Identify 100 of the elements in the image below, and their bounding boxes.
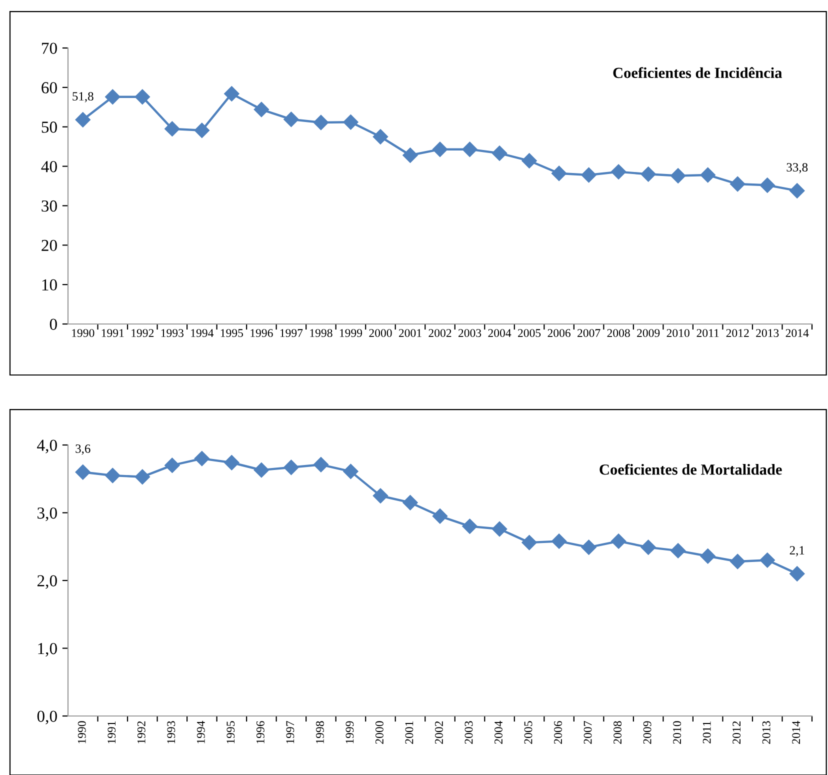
data-label: 3,6 — [76, 444, 90, 455]
point — [134, 469, 150, 484]
point — [343, 464, 358, 479]
point — [790, 183, 805, 198]
x-tick-label: 2004 — [494, 720, 502, 744]
point — [284, 112, 299, 127]
point — [492, 146, 508, 161]
x-tick-label: 1997 — [280, 329, 303, 338]
x-tick-label: 2003 — [458, 329, 482, 338]
x-tick-label: 2007 — [578, 329, 600, 338]
point — [164, 458, 180, 473]
x-tick-label: 1995 — [220, 329, 244, 338]
x-tick-label: 2007 — [584, 721, 592, 744]
point — [522, 153, 537, 168]
point — [670, 168, 686, 184]
point — [75, 464, 90, 480]
x-tick-label: 1994 — [196, 720, 205, 744]
y-tick-label: 0,0 — [37, 710, 57, 724]
y-tick-label: 0 — [50, 318, 57, 330]
y-tick-label: 20 — [42, 240, 57, 252]
x-tick-label: 2002 — [428, 329, 452, 338]
text: Coeficientes de Mortalidade — [600, 464, 782, 475]
x-tick-label: 1996 — [250, 329, 273, 338]
y-tick-label: 4,0 — [37, 440, 57, 454]
point — [610, 534, 626, 549]
x-tick-label: 2002 — [434, 721, 443, 744]
point — [284, 460, 299, 475]
point — [194, 122, 210, 138]
point — [254, 102, 270, 118]
x-tick-label: 1991 — [108, 721, 116, 744]
point — [730, 554, 746, 570]
point — [610, 164, 626, 180]
point — [343, 114, 358, 130]
y-tick-label: 50 — [42, 122, 57, 133]
point — [790, 566, 805, 582]
x-tick-label: 2006 — [554, 721, 562, 744]
point — [700, 167, 716, 183]
point — [164, 121, 180, 136]
x-tick-label: 2001 — [398, 329, 422, 338]
point — [432, 142, 448, 157]
x-tick-label: 2000 — [369, 329, 392, 338]
y-tick-label: 70 — [42, 42, 57, 54]
x-tick-label: 1998 — [310, 329, 332, 338]
y-tick-label: 3,0 — [38, 507, 57, 522]
x-tick-label: 2012 — [732, 721, 741, 744]
data-label: 51,8 — [72, 92, 94, 102]
point — [760, 552, 775, 568]
x-tick-label: 1993 — [167, 721, 176, 744]
x-tick-label: 2004 — [488, 329, 512, 338]
x-tick-label: 2013 — [756, 329, 779, 338]
data-label: 33,8 — [786, 163, 808, 174]
x-tick-label: 2012 — [726, 329, 749, 338]
point — [313, 457, 329, 472]
point — [105, 89, 120, 104]
x-tick-label: 1999 — [340, 329, 362, 338]
point — [730, 176, 746, 192]
x-tick-label: 2008 — [607, 329, 630, 338]
point — [462, 518, 478, 534]
x-tick-label: 1990 — [78, 721, 86, 744]
point — [402, 495, 418, 510]
x-tick-label: 2009 — [643, 721, 652, 744]
x-tick-label: 2010 — [673, 721, 682, 744]
y-tick-label: 60 — [42, 82, 57, 94]
point — [105, 468, 120, 484]
x-tick-label: 1998 — [316, 721, 324, 744]
point — [432, 508, 448, 524]
point — [372, 129, 388, 144]
y-tick-label: 30 — [42, 200, 57, 212]
point — [700, 548, 716, 564]
x-tick-label: 2005 — [518, 329, 541, 338]
point — [313, 114, 329, 130]
x-tick-label: 2001 — [405, 721, 414, 744]
point — [492, 521, 508, 537]
x-tick-label: 1991 — [102, 329, 124, 338]
x-tick-label: 2014 — [786, 329, 809, 338]
x-tick-label: 2006 — [548, 329, 570, 338]
y-tick-label: 10 — [42, 279, 57, 291]
x-tick-label: 2009 — [637, 329, 660, 338]
x-tick-label: 2008 — [614, 721, 622, 744]
point — [75, 112, 90, 128]
x-tick-label: 1996 — [256, 721, 264, 744]
x-tick-label: 1994 — [191, 329, 214, 338]
y-tick-label: 40 — [41, 160, 57, 172]
point — [670, 543, 686, 558]
point — [640, 540, 656, 555]
point — [522, 534, 537, 550]
point — [402, 148, 418, 163]
x-tick-label: 1993 — [161, 329, 184, 338]
point — [224, 455, 240, 470]
point — [462, 142, 478, 157]
x-tick-label: 1990 — [72, 329, 94, 338]
point — [581, 167, 596, 183]
x-tick-label: 1995 — [226, 721, 235, 744]
point — [581, 540, 596, 555]
point — [551, 166, 567, 181]
point — [254, 462, 270, 478]
data-label: 2,1 — [790, 546, 804, 556]
point — [640, 166, 656, 182]
x-tick-label: 2011 — [702, 721, 711, 744]
point — [760, 178, 775, 193]
